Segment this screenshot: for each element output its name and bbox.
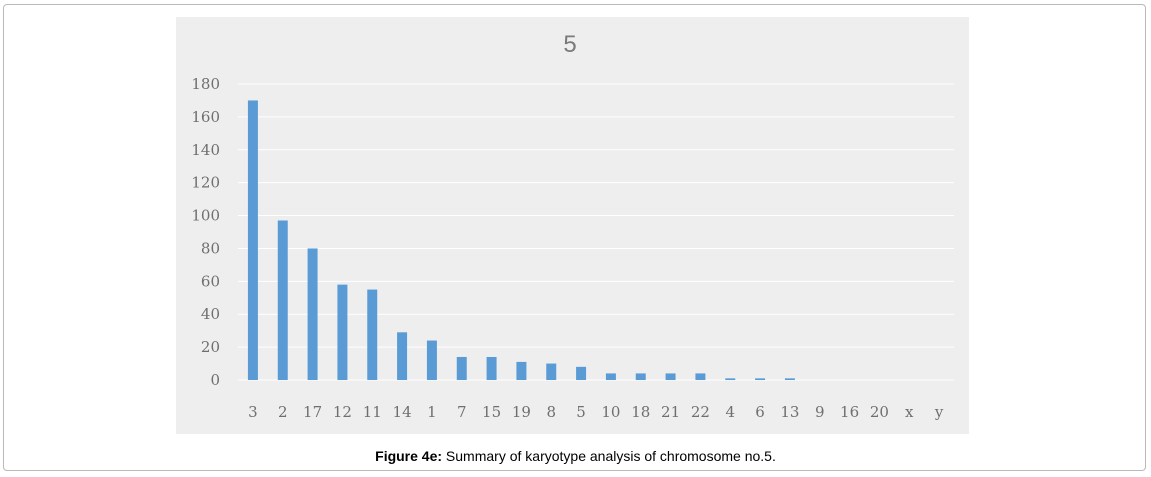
y-tick-label: 40 [201, 305, 220, 323]
y-tick-label: 160 [191, 108, 220, 126]
x-tick-label: 7 [457, 403, 467, 421]
x-tick-label: x [905, 403, 914, 421]
bar-1 [426, 340, 437, 380]
x-tick-label: 21 [661, 403, 680, 421]
x-tick-label: 8 [546, 403, 556, 421]
bar-12 [337, 284, 348, 380]
bars [247, 100, 795, 380]
y-tick-label: 20 [201, 338, 220, 356]
bar-13 [784, 378, 795, 380]
figure-caption: Figure 4e: Summary of karyotype analysis… [0, 448, 1151, 464]
bar-10 [605, 373, 616, 380]
bar-14 [397, 332, 408, 380]
x-tick-label: 2 [278, 403, 288, 421]
y-tick-label: 180 [191, 75, 220, 93]
y-axis-ticks: 0 20 40 60 80 100 120 140 160 180 [191, 75, 220, 389]
x-tick-label: 22 [691, 403, 710, 421]
x-tick-label: 18 [631, 403, 650, 421]
x-tick-label: 12 [333, 403, 352, 421]
gridlines [238, 83, 954, 381]
chart-title: 5 [563, 31, 576, 58]
bar-6 [755, 378, 766, 380]
x-tick-label: 16 [840, 403, 859, 421]
y-tick-label: 140 [191, 141, 220, 159]
caption-text: Summary of karyotype analysis of chromos… [442, 448, 776, 464]
bar-18 [635, 373, 646, 380]
bar-21 [665, 373, 676, 380]
caption-label: Figure 4e: [375, 448, 443, 464]
x-tick-label: 19 [512, 403, 531, 421]
bar-22 [695, 373, 706, 380]
bar-8 [546, 363, 557, 380]
chart-area: 5 0 20 40 60 80 100 120 140 160 180 3 2 17 12 11 14 1 7 1… [176, 17, 969, 434]
y-tick-label: 0 [210, 371, 220, 389]
bar-4 [725, 378, 736, 380]
x-tick-label: 15 [482, 403, 501, 421]
x-tick-label: 5 [576, 403, 586, 421]
bar-2 [277, 220, 288, 380]
x-tick-label: 20 [870, 403, 889, 421]
x-tick-label: 3 [248, 403, 258, 421]
bar-17 [307, 248, 318, 380]
x-tick-label: 13 [780, 403, 799, 421]
x-tick-label: y [934, 403, 944, 421]
y-tick-label: 60 [201, 272, 220, 290]
x-tick-label: 10 [601, 403, 620, 421]
y-tick-label: 80 [201, 239, 220, 257]
bar-7 [456, 356, 467, 380]
x-tick-label: 1 [427, 403, 437, 421]
x-tick-label: 11 [363, 403, 382, 421]
x-tick-label: 6 [755, 403, 765, 421]
bar-15 [486, 356, 497, 380]
x-tick-label: 9 [815, 403, 825, 421]
y-tick-label: 100 [191, 207, 220, 225]
bar-11 [367, 289, 378, 380]
x-tick-label: 17 [303, 403, 322, 421]
x-tick-label: 4 [725, 403, 735, 421]
y-tick-label: 120 [191, 174, 220, 192]
bar-3 [247, 100, 258, 380]
bar-19 [516, 361, 527, 380]
x-axis-ticks: 3 2 17 12 11 14 1 7 15 19 8 5 10 18 21 22 4 6 13 9 16 20 x y [248, 403, 944, 421]
x-tick-label: 14 [393, 403, 412, 421]
bar-5 [576, 366, 587, 380]
